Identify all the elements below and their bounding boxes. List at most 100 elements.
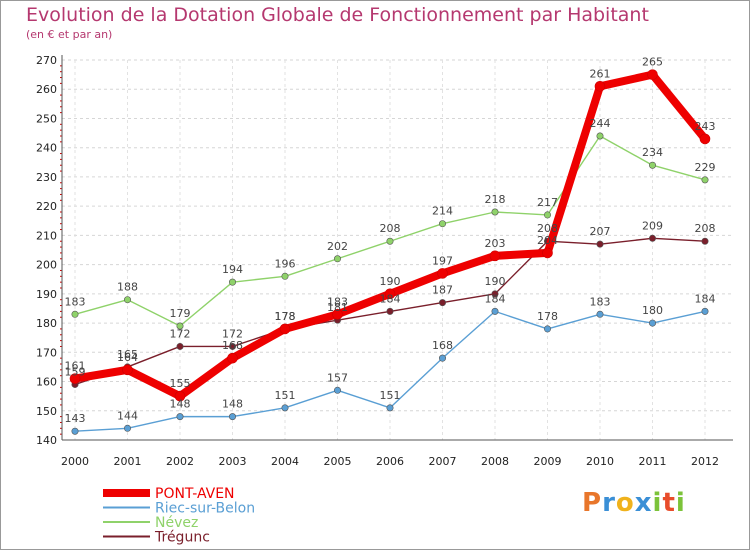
y-tick-label: 270 — [36, 54, 57, 67]
data-label-nevez: 196 — [275, 257, 296, 270]
data-point-tregunc — [701, 237, 709, 245]
logo-letter: i — [652, 488, 663, 518]
data-label-tregunc: 172 — [222, 327, 243, 340]
logo-letter: r — [602, 488, 616, 518]
data-label-riec-sur-belon: 184 — [695, 292, 716, 305]
x-tick-label: 2010 — [586, 455, 614, 468]
data-point-pont-aven — [279, 323, 291, 335]
data-label-pont-aven: 197 — [432, 254, 453, 267]
series-group — [69, 69, 711, 435]
data-label-tregunc: 172 — [170, 327, 191, 340]
x-tick-label: 2012 — [691, 455, 719, 468]
data-point-riec-sur-belon — [281, 404, 289, 412]
data-point-nevez — [124, 296, 132, 304]
x-tick-label: 2011 — [639, 455, 667, 468]
data-point-pont-aven — [699, 133, 711, 145]
data-labels: 159 165 172 172 178 181 184 187 190 208 207 209 208 1… — [65, 56, 716, 426]
data-point-riec-sur-belon — [543, 325, 551, 333]
data-label-nevez: 214 — [432, 205, 453, 218]
data-point-pont-aven — [174, 390, 186, 402]
axes — [60, 55, 733, 441]
data-label-riec-sur-belon: 151 — [380, 389, 401, 402]
data-point-pont-aven — [332, 309, 343, 320]
data-point-nevez — [648, 161, 656, 169]
chart-subtitle: (en € et par an) — [26, 28, 113, 41]
data-label-tregunc: 190 — [485, 275, 506, 288]
data-label-tregunc: 208 — [537, 222, 558, 235]
x-tick-label: 2007 — [429, 455, 457, 468]
data-point-nevez — [176, 322, 184, 330]
y-axis-ticks: 140 150 160 170 180 190 200 210 220 230 240 250 260 2… — [36, 54, 57, 447]
data-label-pont-aven: 265 — [642, 56, 663, 69]
legend-label: Névez — [155, 515, 198, 531]
data-label-tregunc: 208 — [695, 222, 716, 235]
data-point-nevez — [71, 310, 79, 318]
data-label-pont-aven: 155 — [170, 377, 191, 390]
data-label-tregunc: 209 — [642, 219, 663, 232]
data-label-tregunc: 165 — [117, 348, 138, 361]
data-label-nevez: 234 — [642, 146, 663, 159]
data-label-nevez: 217 — [537, 196, 558, 209]
data-point-nevez — [229, 278, 237, 286]
chart-title: Evolution de la Dotation Globale de Fonc… — [26, 4, 649, 26]
x-tick-label: 2006 — [376, 455, 404, 468]
data-label-tregunc: 187 — [432, 284, 453, 297]
data-point-tregunc — [491, 290, 499, 298]
y-tick-label: 230 — [36, 171, 57, 184]
y-tick-label: 150 — [36, 405, 57, 418]
data-point-nevez — [281, 272, 289, 280]
data-label-nevez: 244 — [590, 117, 611, 130]
data-label-pont-aven: 168 — [222, 339, 243, 352]
data-point-tregunc — [176, 342, 184, 350]
x-tick-label: 2004 — [271, 455, 299, 468]
data-point-tregunc — [438, 299, 446, 307]
y-tick-label: 170 — [36, 346, 57, 359]
data-label-riec-sur-belon: 148 — [222, 398, 243, 411]
data-label-pont-aven: 164 — [117, 351, 138, 364]
data-point-pont-aven — [647, 69, 658, 80]
data-point-riec-sur-belon — [438, 354, 446, 362]
data-label-riec-sur-belon: 157 — [327, 371, 348, 384]
x-tick-label: 2002 — [166, 455, 194, 468]
proxiti-logo: Proxiti — [582, 488, 686, 518]
x-axis-ticks: 2000 2001 2002 2003 2004 2005 2006 2007 2008 2009… — [61, 455, 719, 468]
data-point-nevez — [701, 176, 709, 184]
data-point-riec-sur-belon — [229, 413, 237, 421]
data-label-riec-sur-belon: 151 — [275, 389, 296, 402]
data-label-nevez: 179 — [170, 307, 191, 320]
data-point-nevez — [333, 255, 341, 263]
data-label-pont-aven: 190 — [380, 275, 401, 288]
y-tick-label: 190 — [36, 288, 57, 301]
data-label-nevez: 208 — [380, 222, 401, 235]
data-label-riec-sur-belon: 183 — [590, 295, 611, 308]
y-tick-label: 220 — [36, 200, 57, 213]
x-tick-label: 2005 — [324, 455, 352, 468]
legend-label: PONT-AVEN — [155, 486, 235, 502]
data-point-riec-sur-belon — [491, 307, 499, 315]
data-label-pont-aven: 243 — [695, 120, 716, 133]
data-point-tregunc — [229, 342, 237, 350]
data-point-nevez — [438, 220, 446, 228]
data-label-riec-sur-belon: 180 — [642, 304, 663, 317]
data-label-riec-sur-belon: 184 — [485, 292, 506, 305]
data-point-riec-sur-belon — [176, 413, 184, 421]
x-tick-label: 2000 — [61, 455, 89, 468]
x-tick-label: 2009 — [534, 455, 562, 468]
data-label-nevez: 218 — [485, 193, 506, 206]
data-point-pont-aven — [69, 373, 81, 384]
y-tick-label: 180 — [36, 317, 57, 330]
data-label-riec-sur-belon: 144 — [117, 409, 138, 422]
data-label-tregunc: 159 — [65, 365, 86, 378]
x-tick-label: 2003 — [219, 455, 247, 468]
data-label-tregunc: 178 — [275, 310, 296, 323]
y-tick-label: 240 — [36, 142, 57, 155]
data-label-riec-sur-belon: 178 — [537, 310, 558, 323]
data-point-tregunc — [386, 307, 394, 315]
data-point-tregunc — [648, 234, 656, 242]
data-label-nevez: 202 — [327, 240, 348, 253]
data-point-pont-aven — [384, 288, 396, 300]
logo-letter: i — [675, 488, 686, 518]
data-label-nevez: 188 — [117, 281, 138, 294]
